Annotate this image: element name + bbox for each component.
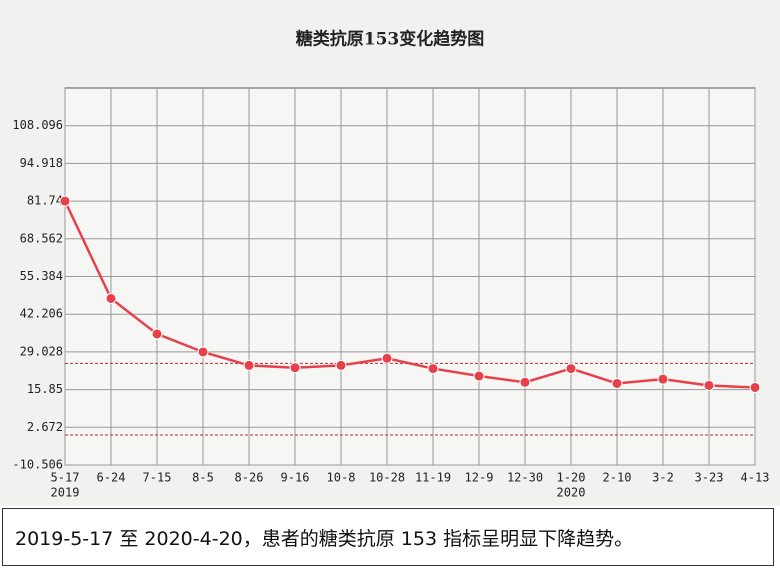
chart-title: 糖类抗原153变化趋势图 [296,29,485,50]
year-label: 2020 [557,486,586,500]
data-point [473,370,485,382]
x-tick-label: 12-30 [507,471,543,485]
y-tick-label: 68.562 [20,231,63,245]
data-point [519,376,531,388]
x-tick-label: 8-26 [235,471,264,485]
x-tick-label: 3-23 [695,471,724,485]
data-point [197,346,209,358]
y-tick-label: 94.918 [20,156,63,170]
caption: 2019-5-17 至 2020-4-20，患者的糖类抗原 153 指标呈明显下… [2,508,774,566]
x-tick-label: 2-10 [603,471,632,485]
y-tick-label: 15.85 [27,382,63,396]
y-tick-label: 81.74 [27,194,63,208]
data-point [243,359,255,371]
y-tick-label: 29.028 [20,344,63,358]
y-tick-label: -10.506 [12,458,63,472]
y-tick-label: 55.384 [20,269,63,283]
data-point [611,377,623,389]
x-tick-label: 11-19 [415,471,451,485]
data-point [427,363,439,375]
data-point [151,328,163,340]
x-tick-label: 10-28 [369,471,405,485]
x-tick-label: 9-16 [281,471,310,485]
y-tick-label: 2.672 [27,420,63,434]
x-tick-label: 5-17 [51,471,80,485]
y-tick-label: 108.096 [12,118,63,132]
data-point [289,362,301,374]
x-tick-label: 3-2 [652,471,674,485]
x-tick-label: 10-8 [327,471,356,485]
data-point [703,379,715,391]
chart: 糖类抗原153变化趋势图 -10.506 2.672 15.85 29.028 42.2… [0,0,780,506]
x-tick-label: 1-20 [557,471,586,485]
data-point [565,363,577,375]
data-point [59,195,71,207]
y-tick-label: 42.206 [20,307,63,321]
data-point [105,292,117,304]
x-tick-label: 7-15 [143,471,172,485]
year-label: 2019 [51,486,80,500]
data-point [657,373,669,385]
data-point [381,352,393,364]
data-line [63,200,756,389]
x-tick-label: 12-9 [465,471,494,485]
data-point [335,359,347,371]
data-point [749,381,761,393]
x-tick-label: 6-24 [97,471,126,485]
x-tick-label: 8-5 [192,471,214,485]
x-tick-label: 4-13 [741,471,770,485]
